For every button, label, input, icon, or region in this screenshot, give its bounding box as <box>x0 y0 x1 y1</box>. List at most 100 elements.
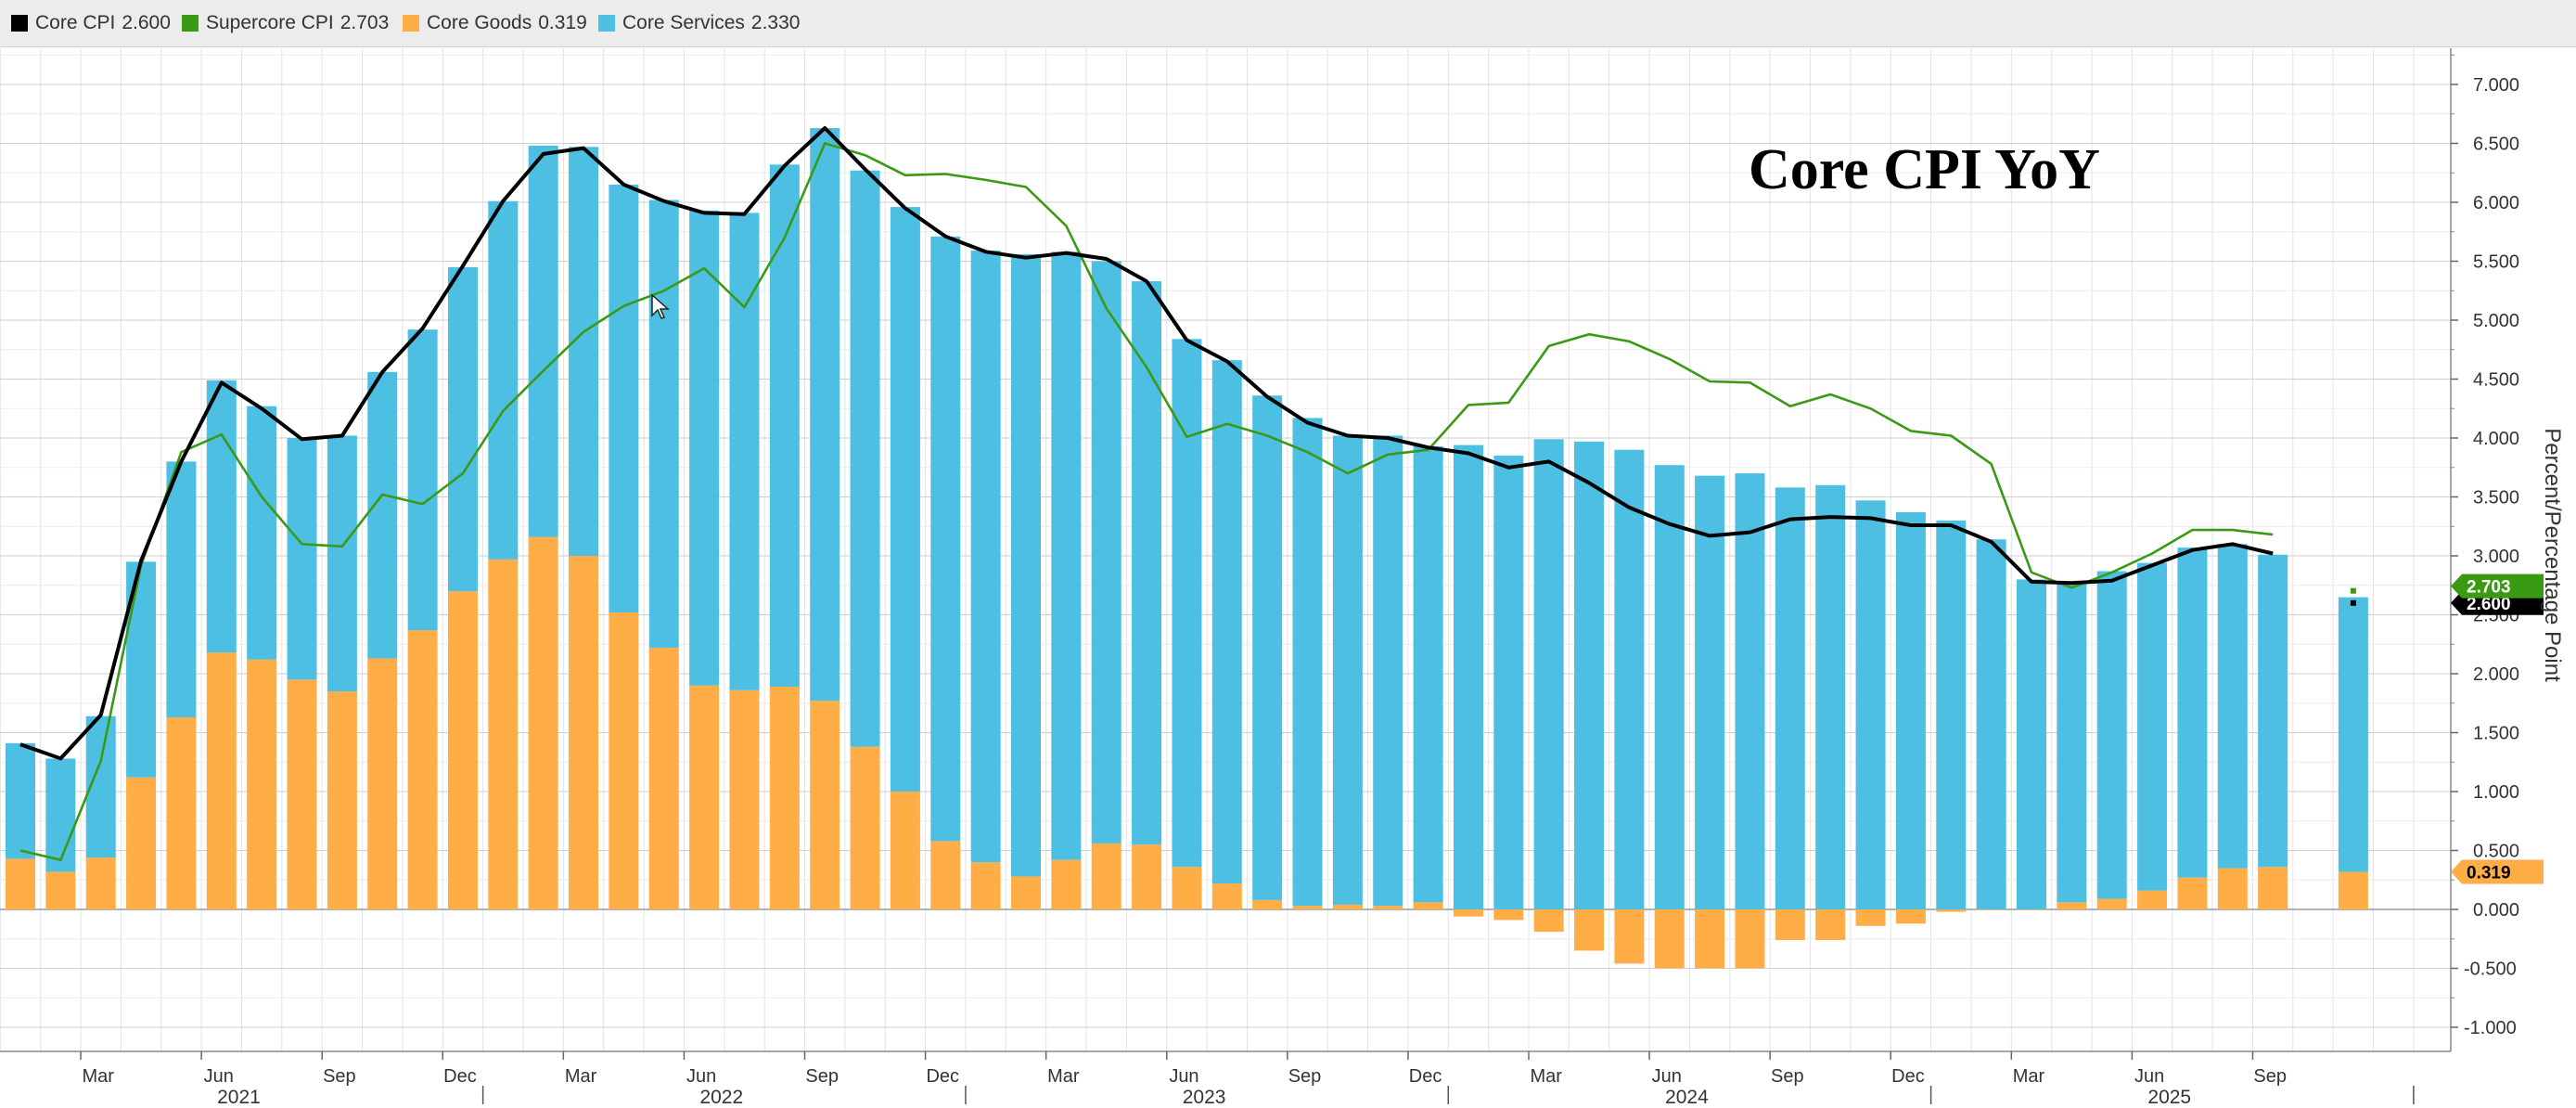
bar-core-goods <box>447 591 478 909</box>
bar-core-services <box>407 329 438 631</box>
y-tick-label: 0.500 <box>2464 842 2519 862</box>
y-tick-label: 4.000 <box>2464 429 2519 449</box>
legend-item-core-services[interactable]: Core Services 2.330 <box>598 0 800 46</box>
bar-core-goods <box>1614 909 1645 964</box>
bar-core-services <box>1051 251 1082 860</box>
bar-core-goods <box>2217 868 2248 909</box>
bar-core-goods <box>1252 899 1283 909</box>
bar-core-services <box>1695 475 1725 909</box>
y-tick-label: 3.500 <box>2464 488 2519 509</box>
bar-core-services <box>488 200 519 560</box>
bar-core-services <box>2137 562 2168 891</box>
y-tick-label: -0.500 <box>2464 960 2517 980</box>
y-tick-label: 6.500 <box>2464 135 2519 155</box>
y-tick-label: 6.000 <box>2464 193 2519 213</box>
bar-core-goods <box>1413 902 1443 909</box>
legend-swatch-core-cpi <box>11 15 28 32</box>
x-month-label: Mar <box>2013 1066 2045 1087</box>
legend-item-core-cpi[interactable]: Core CPI 2.600 <box>11 0 171 46</box>
x-month-label: Dec <box>926 1066 959 1087</box>
legend-value-core-services: 2.330 <box>750 12 801 33</box>
bar-core-services <box>1011 253 1041 877</box>
bar-core-goods <box>206 652 237 909</box>
bar-core-services <box>1132 281 1162 845</box>
bar-core-goods <box>1815 909 1846 941</box>
bar-core-services <box>2057 581 2087 903</box>
bar-core-services <box>166 461 197 717</box>
legend-value-supercore-cpi: 2.703 <box>340 12 390 33</box>
x-year-label: 2025 <box>2147 1087 2191 1108</box>
bar-core-services <box>890 207 920 792</box>
legend-item-core-goods[interactable]: Core Goods 0.319 <box>403 0 587 46</box>
bar-core-goods <box>6 858 35 909</box>
y-tick-label: 2.000 <box>2464 664 2519 685</box>
bar-core-services <box>729 213 760 690</box>
x-month-label: Jun <box>1169 1066 1198 1087</box>
bar-core-services <box>447 266 478 592</box>
x-month-label: Dec <box>1891 1066 1925 1087</box>
bar-core-services <box>2096 571 2127 899</box>
bar-core-services <box>1533 439 1564 909</box>
bar-core-services <box>1211 360 1242 884</box>
legend-label-core-services: Core Services <box>622 12 745 33</box>
bar-core-services <box>247 406 277 660</box>
bar-core-services <box>1172 339 1202 868</box>
lines <box>19 126 2356 861</box>
legend-swatch-core-goods <box>403 15 419 32</box>
bar-core-services <box>2217 544 2248 869</box>
bar-core-goods <box>1936 909 1967 912</box>
x-year-label: 2023 <box>1183 1087 1226 1108</box>
bar-core-goods <box>2177 877 2208 909</box>
bar-core-goods <box>528 536 558 909</box>
tag-core-goods-shape <box>2451 859 2544 884</box>
tag-core-cpi-text: 2.600 <box>2467 595 2511 614</box>
bar-core-goods <box>367 658 398 909</box>
bar-core-goods <box>1855 909 1886 926</box>
x-year-label: 2022 <box>699 1087 743 1108</box>
cursor-icon <box>651 293 670 319</box>
bar-core-goods <box>648 648 679 909</box>
bar-core-services <box>287 438 317 680</box>
bar-core-services <box>1292 418 1323 907</box>
bar-core-goods <box>1533 909 1564 933</box>
x-year-label: 2021 <box>217 1087 261 1108</box>
bar-core-goods <box>1654 909 1685 969</box>
bar-core-goods <box>2017 909 2046 910</box>
legend-swatch-supercore-cpi <box>182 15 199 32</box>
bar-core-services <box>6 742 35 859</box>
bar-core-services <box>1574 441 1605 909</box>
bar-core-goods <box>247 659 277 909</box>
bar-core-services <box>810 127 840 702</box>
bars <box>6 127 2368 969</box>
x-month-label: Jun <box>204 1066 234 1087</box>
bar-core-services <box>206 380 237 653</box>
bar-core-services <box>1453 444 1483 909</box>
bar-core-goods <box>1332 904 1363 909</box>
y-tick-label: 0.000 <box>2464 900 2519 921</box>
y-tick-label: 5.000 <box>2464 311 2519 331</box>
bar-core-goods <box>488 559 519 909</box>
bar-core-goods <box>1895 909 1926 924</box>
x-year-label: 2024 <box>1665 1087 1709 1108</box>
bar-core-goods <box>1373 906 1403 909</box>
legend-label-core-goods: Core Goods <box>427 12 532 33</box>
bar-core-goods <box>769 686 800 909</box>
axes: 7.000 6.500 6.000 5.500 5.000 4.500 4.00… <box>0 48 2519 1108</box>
tag-core-goods: 0.319 <box>2451 859 2544 884</box>
bar-core-goods <box>166 716 197 909</box>
bar-core-goods <box>1172 867 1202 909</box>
bar-core-services <box>2017 579 2046 909</box>
bar-core-services <box>569 147 599 556</box>
bar-core-goods <box>1292 906 1323 909</box>
bar-core-goods <box>569 556 599 909</box>
bar-core-goods <box>126 777 157 909</box>
bar-core-services <box>327 435 357 692</box>
y-tick-label: 3.000 <box>2464 547 2519 567</box>
bar-core-goods <box>850 746 880 909</box>
legend-value-core-goods: 0.319 <box>538 12 587 33</box>
bar-core-goods <box>1051 859 1082 909</box>
legend-item-supercore-cpi[interactable]: Supercore CPI 2.703 <box>182 0 389 46</box>
x-month-label: Sep <box>323 1066 356 1087</box>
legend-value-core-cpi: 2.600 <box>122 12 171 33</box>
bar-core-services <box>1895 512 1926 909</box>
